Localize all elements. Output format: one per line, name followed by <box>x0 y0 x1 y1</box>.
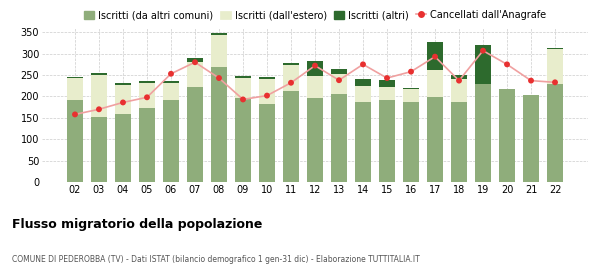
Bar <box>187 62 203 87</box>
Bar <box>379 100 395 182</box>
Text: COMUNE DI PEDEROBBA (TV) - Dati ISTAT (bilancio demografico 1 gen-31 dic) - Elab: COMUNE DI PEDEROBBA (TV) - Dati ISTAT (b… <box>12 255 420 264</box>
Point <box>334 78 344 82</box>
Bar <box>307 61 323 76</box>
Bar <box>427 70 443 97</box>
Bar <box>475 84 491 182</box>
Bar <box>499 89 515 182</box>
Bar <box>403 89 419 102</box>
Point <box>550 80 560 85</box>
Bar <box>451 76 467 79</box>
Point <box>142 95 152 100</box>
Bar <box>115 115 131 182</box>
Bar <box>403 102 419 182</box>
Bar <box>307 98 323 182</box>
Bar <box>211 33 227 35</box>
Bar <box>379 80 395 87</box>
Bar <box>91 75 107 117</box>
Bar <box>115 85 131 115</box>
Point <box>190 60 200 64</box>
Text: Flusso migratorio della popolazione: Flusso migratorio della popolazione <box>12 218 262 231</box>
Bar <box>331 69 347 74</box>
Bar <box>547 49 563 84</box>
Bar <box>259 79 275 104</box>
Bar <box>211 67 227 182</box>
Bar <box>163 100 179 182</box>
Point <box>238 97 248 102</box>
Bar <box>523 95 539 182</box>
Bar <box>259 77 275 79</box>
Bar <box>235 76 251 78</box>
Bar <box>355 102 371 182</box>
Bar <box>115 83 131 85</box>
Bar <box>67 100 83 182</box>
Point <box>430 54 440 59</box>
Point <box>262 93 272 98</box>
Bar <box>355 86 371 102</box>
Bar <box>211 35 227 67</box>
Bar <box>283 91 299 182</box>
Point <box>358 62 368 67</box>
Bar <box>379 87 395 100</box>
Bar <box>307 76 323 98</box>
Bar <box>331 94 347 182</box>
Bar <box>91 117 107 182</box>
Bar <box>547 48 563 49</box>
Bar <box>403 88 419 89</box>
Bar <box>67 77 83 78</box>
Point <box>478 48 488 53</box>
Point <box>382 76 392 80</box>
Point <box>166 71 176 76</box>
Bar <box>163 81 179 83</box>
Point <box>454 78 464 83</box>
Bar <box>259 104 275 182</box>
Bar <box>331 74 347 94</box>
Point <box>310 63 320 68</box>
Bar <box>67 78 83 100</box>
Point <box>94 107 104 111</box>
Bar <box>235 98 251 182</box>
Point <box>214 76 224 80</box>
Bar <box>451 79 467 102</box>
Bar <box>427 97 443 182</box>
Bar <box>187 58 203 62</box>
Bar <box>139 108 155 182</box>
Point <box>502 62 512 67</box>
Point <box>286 81 296 85</box>
Point <box>406 69 416 74</box>
Bar <box>163 83 179 100</box>
Point <box>118 100 128 105</box>
Bar <box>91 73 107 75</box>
Point <box>526 78 536 83</box>
Bar <box>139 83 155 108</box>
Point <box>70 112 80 117</box>
Bar <box>451 102 467 182</box>
Legend: Iscritti (da altri comuni), Iscritti (dall'estero), Iscritti (altri), Cancellati: Iscritti (da altri comuni), Iscritti (da… <box>83 10 547 20</box>
Bar <box>283 65 299 91</box>
Bar <box>187 87 203 182</box>
Bar <box>283 63 299 65</box>
Bar <box>475 45 491 84</box>
Bar <box>427 42 443 70</box>
Bar <box>547 84 563 182</box>
Bar <box>355 79 371 86</box>
Bar <box>235 78 251 98</box>
Bar <box>139 81 155 83</box>
